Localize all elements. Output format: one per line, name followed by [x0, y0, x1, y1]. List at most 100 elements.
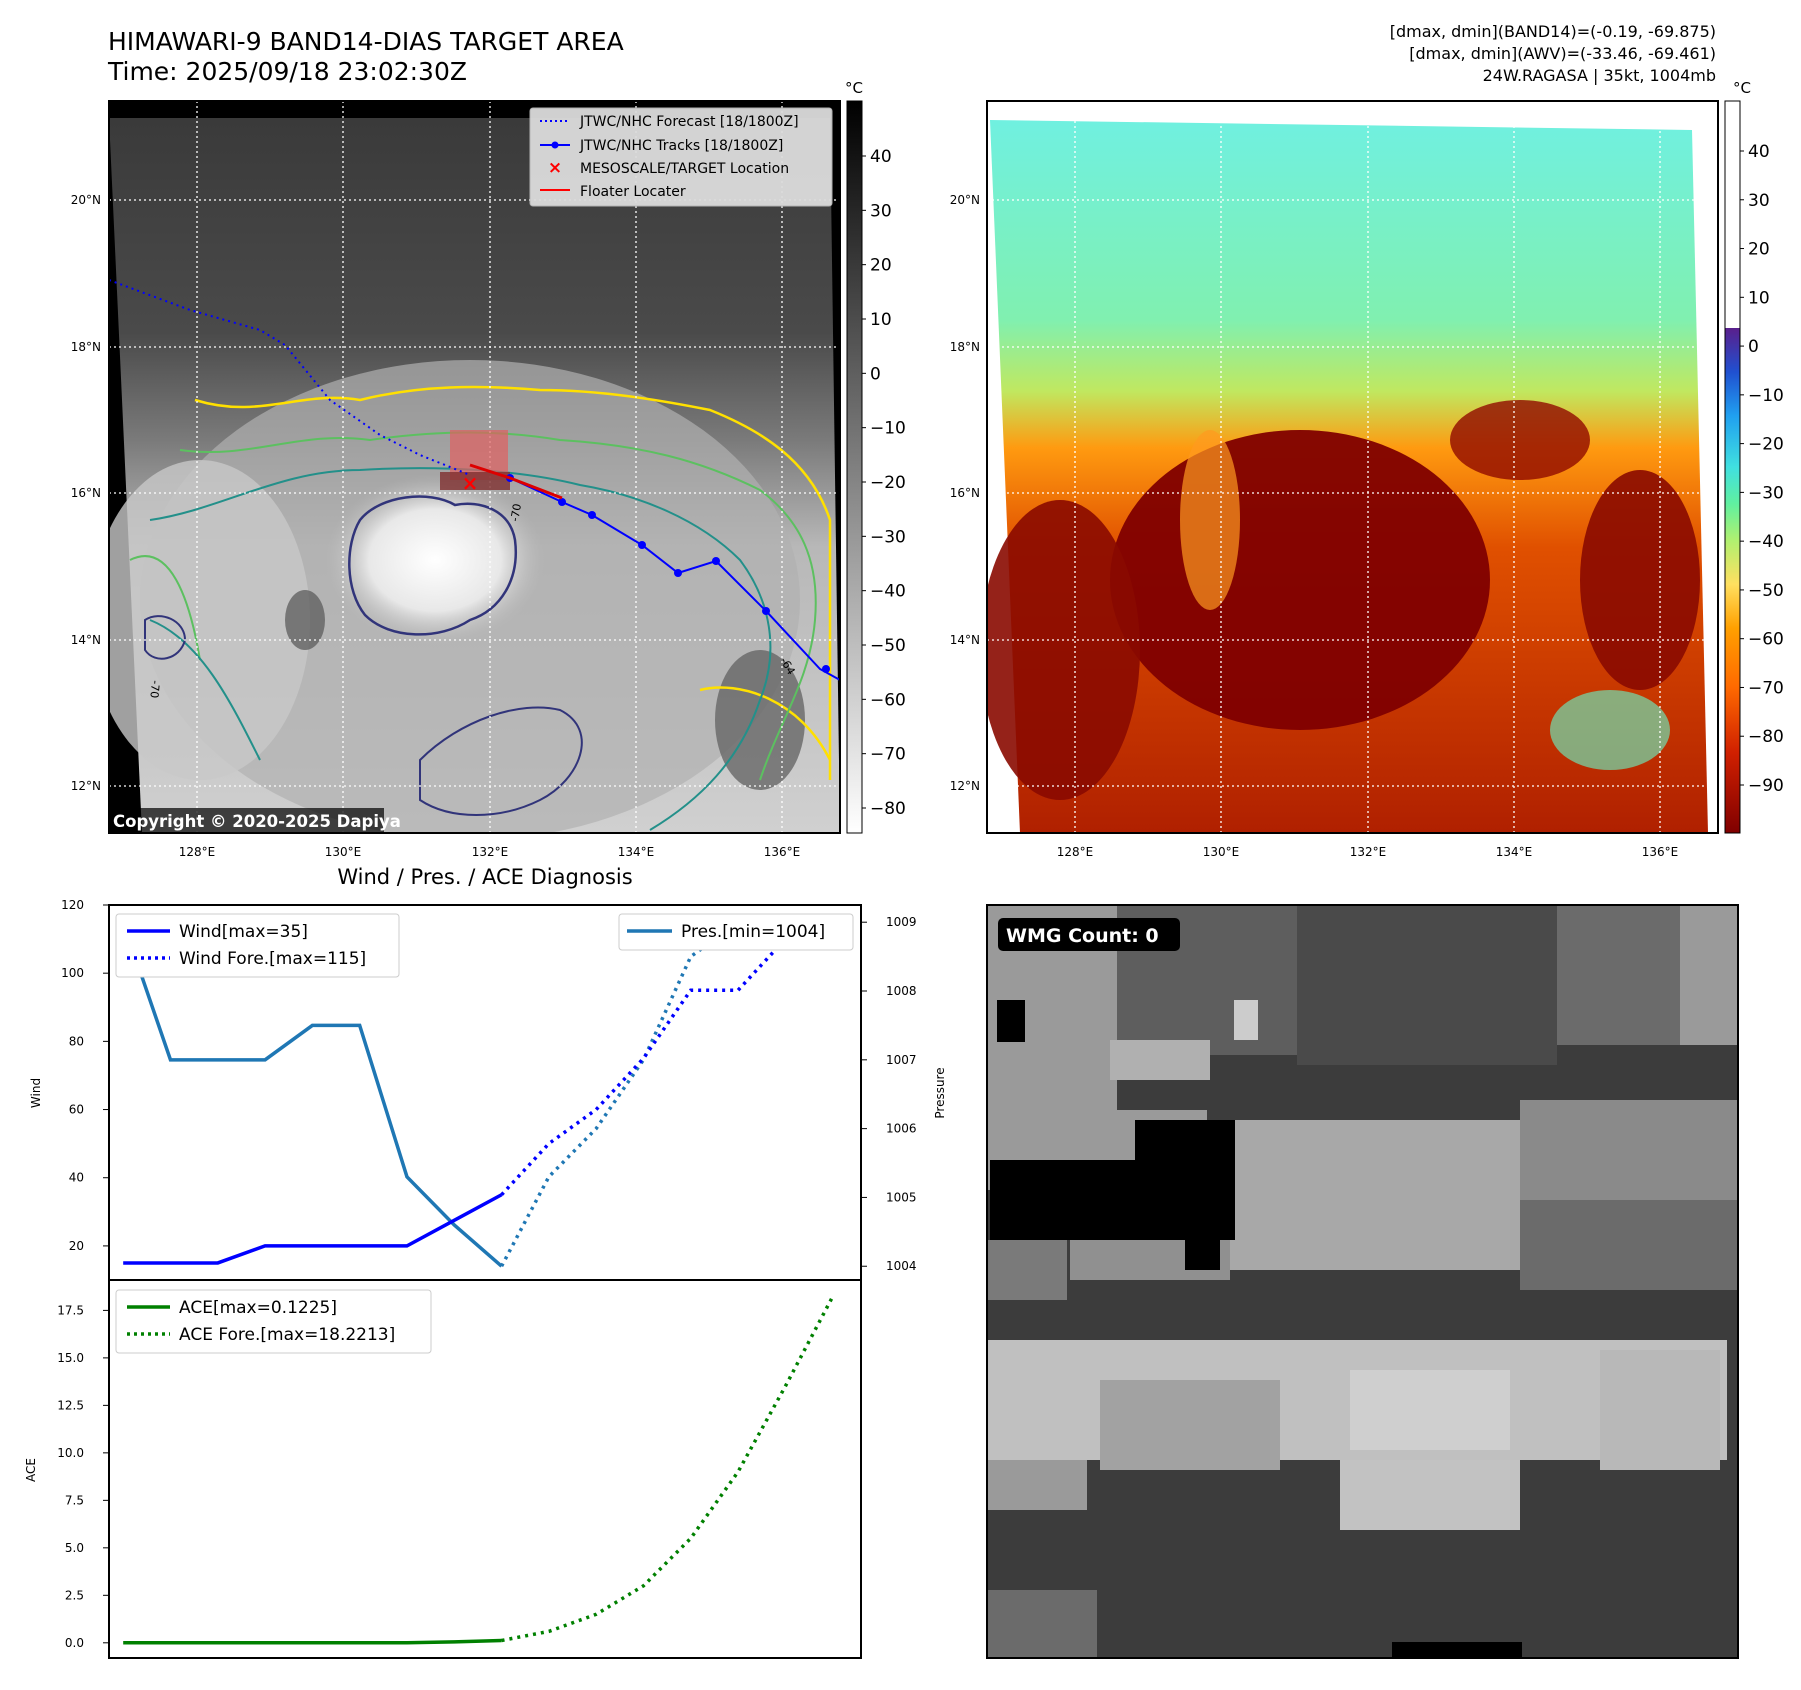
wind-legend-forecast: Wind Fore.[max=115] [179, 949, 366, 969]
contour-yellow [194, 385, 832, 780]
ir-colorbar-tick-label: 0 [870, 364, 881, 384]
awv-colorbar-unit: °C [1733, 79, 1751, 97]
ace-series-group [123, 1295, 835, 1645]
pressure-y-tick-label: 1006 [886, 1122, 917, 1136]
ace-legend: ACE[max=0.1225] ACE Fore.[max=18.2213] [115, 1289, 432, 1354]
awv-colorbar-tick-label: 0 [1748, 337, 1759, 357]
ir-lat-label-18n: 18°N [71, 340, 101, 354]
wind-y-tick-label: 20 [69, 1239, 84, 1253]
pressure-y-tick-label: 1007 [886, 1053, 917, 1067]
awv-lat-label-16n: 16°N [950, 486, 980, 500]
ace-y-tick-label: 2.5 [65, 1588, 84, 1602]
awv-colorbar-tick-label: −20 [1748, 435, 1784, 455]
wind-y-tick-label: 120 [61, 898, 84, 912]
awv-colorbar-gradient [1724, 100, 1741, 834]
ace-y-tick-label: 12.5 [57, 1398, 84, 1412]
target-cold-spot [440, 472, 510, 490]
legend-tracks-label: JTWC/NHC Tracks [18/1800Z] [579, 138, 783, 154]
awv-colorbar-tick-label: 30 [1748, 191, 1770, 211]
legend-target-label: MESOSCALE/TARGET Location [580, 161, 789, 177]
awv-map-lon-labels: 128°E 130°E 132°E 134°E 136°E [1057, 845, 1679, 859]
contour-label-1: -70 [508, 503, 524, 523]
ir-colorbar-tick-label: −60 [870, 690, 906, 710]
diagnosis-title: Wind / Pres. / ACE Diagnosis [337, 865, 632, 889]
ace-y-tick-label: 0.0 [65, 1636, 84, 1650]
ir-colorbar-tick-label: −40 [870, 582, 906, 602]
pressure-ylabel: Pressure [933, 1067, 947, 1118]
ir-lon-label-136e: 136°E [764, 845, 801, 859]
pressure-legend-label: Pres.[min=1004] [681, 922, 825, 942]
ace-y-tick-label: 10.0 [57, 1446, 84, 1460]
ir-colorbar-tick-label: 10 [870, 310, 892, 330]
awv-map-frame [986, 100, 1719, 834]
awv-colorbar-tick-label: −60 [1748, 630, 1784, 650]
ir-colorbar-ticks: 40 30 20 10 0 −10 −20 −30 −40 −50 −60 −70 −80 [862, 147, 906, 819]
legend-forecast-label: JTWC/NHC Forecast [18/1800Z] [579, 114, 799, 130]
pressure-y-tick-label: 1008 [886, 984, 917, 998]
wind-y-tick-label: 80 [69, 1034, 84, 1048]
awv-lat-label-12n: 12°N [950, 779, 980, 793]
figure-title-line2: Time: 2025/09/18 23:02:30Z [107, 57, 467, 86]
target-marker: × [462, 471, 479, 495]
awv-lon-label-134e: 134°E [1496, 845, 1533, 859]
ir-lon-label-132e: 132°E [472, 845, 509, 859]
awv-lat-label-20n: 20°N [950, 193, 980, 207]
ir-colorbar-tick-label: 20 [870, 256, 892, 276]
ir-colorbar-tick-label: −20 [870, 473, 906, 493]
info-line1: [dmax, dmin](BAND14)=(-0.19, -69.875) [1390, 22, 1716, 41]
ir-lat-label-20n: 20°N [71, 193, 101, 207]
awv-map-panel [986, 100, 1719, 834]
awv-cold-cloud-right [1580, 470, 1700, 690]
awv-cold-cloud-left [987, 500, 1140, 800]
wind-y-tick-label: 40 [69, 1171, 84, 1185]
wind-ylabel: Wind [29, 1078, 43, 1108]
ace-forecast-line [501, 1295, 835, 1643]
ace-panel: 0.0 2.5 5.0 7.5 10.0 12.5 15.0 17.5 ACE ACE[max… [24, 1279, 862, 1659]
ir-map-legend: × JTWC/NHC Forecast [18/1800Z] JTWC/NHC … [529, 107, 833, 207]
ir-map-lon-labels: 128°E 130°E 132°E 134°E 136°E [179, 845, 801, 859]
info-line3: 24W.RAGASA | 35kt, 1004mb [1483, 66, 1716, 85]
ace-legend-actual: ACE[max=0.1225] [179, 1298, 337, 1318]
contour-green [129, 431, 817, 781]
pressure-y-tick-label: 1009 [886, 915, 917, 929]
awv-lat-label-18n: 18°N [950, 340, 980, 354]
ace-y-tick-label: 17.5 [57, 1303, 84, 1317]
forecast-track-line [109, 279, 471, 476]
pressure-y-tick-label: 1004 [886, 1259, 917, 1273]
awv-colorbar-tick-label: −90 [1748, 776, 1784, 796]
copyright-text: Copyright © 2020-2025 Dapiya [113, 812, 401, 831]
pressure-y-ticks: 1004 1005 1006 1007 1008 1009 [861, 915, 917, 1273]
floater-locater-line [469, 463, 563, 500]
ir-colorbar-tick-label: −50 [870, 636, 906, 656]
info-line2: [dmax, dmin](AWV)=(-33.46, -69.461) [1409, 44, 1716, 63]
svg-text:×: × [548, 158, 562, 178]
wind-legend: Wind[max=35] Wind Fore.[max=115] [115, 913, 400, 978]
ir-dark-spot-1 [715, 650, 805, 790]
awv-colorbar-tick-label: −50 [1748, 581, 1784, 601]
ace-legend-forecast: ACE Fore.[max=18.2213] [179, 1325, 395, 1345]
awv-lon-label-130e: 130°E [1203, 845, 1240, 859]
awv-colorbar-tick-label: 40 [1748, 142, 1770, 162]
awv-colorbar-tick-label: 20 [1748, 240, 1770, 260]
ir-colorbar: °C 40 30 20 10 0 −10 −20 −30 −40 −50 −60 −70 −80 [845, 79, 906, 834]
awv-cold-cloud-center [1110, 430, 1490, 730]
ir-colorbar-tick-label: −80 [870, 799, 906, 819]
ir-lon-label-134e: 134°E [618, 845, 655, 859]
wmg-frame [986, 904, 1739, 1659]
ace-ylabel: ACE [24, 1458, 38, 1482]
awv-lon-label-132e: 132°E [1350, 845, 1387, 859]
ir-colorbar-gradient [846, 100, 863, 834]
ir-colorbar-unit: °C [845, 79, 863, 97]
wmg-count-badge [998, 918, 1180, 951]
ir-map-frame [108, 100, 841, 834]
legend-floater-label: Floater Locater [580, 184, 686, 200]
awv-warm-patch [1550, 690, 1670, 770]
pressure-y-tick-label: 1005 [886, 1190, 917, 1204]
awv-colorbar-tick-label: −30 [1748, 483, 1784, 503]
ir-colorbar-tick-label: −70 [870, 745, 906, 765]
copyright-box [109, 808, 384, 833]
ir-lat-label-12n: 12°N [71, 779, 101, 793]
wmg-panel: WMG Count: 0 [986, 904, 1739, 1659]
